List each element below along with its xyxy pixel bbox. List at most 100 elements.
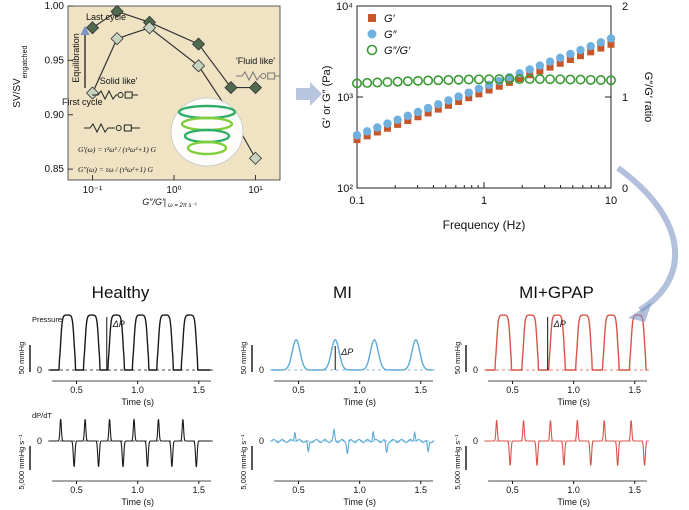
panel-mi-hemodynamics: MI 0 0 50 mmHg 5,000 mmHg s⁻¹ 0.5 1.0 1.5 Time (…	[239, 283, 435, 507]
legend-marker-g-double-prime	[367, 29, 377, 39]
node-icon	[117, 92, 124, 98]
data-point-g-double-prime	[434, 100, 443, 109]
data-point-ratio	[423, 75, 434, 86]
spring-dashpot-icon-fluid	[236, 70, 280, 82]
data-point-ratio	[402, 76, 413, 87]
blue-curved-arrow-icon	[616, 165, 679, 313]
dpdt-time-axis-label: Time (s)	[121, 497, 154, 507]
data-point-g-prime	[414, 113, 422, 121]
x-tick-label: 1	[481, 195, 487, 207]
panel-healthy-hemodynamics: Healthy 0 0 50 mmHg 5,000 mmHg s⁻¹ 0.5 1.0 1.5 T…	[17, 283, 213, 507]
x-tick-label: 10⁰	[166, 185, 181, 196]
data-point-g-double-prime	[535, 61, 545, 70]
data-point-ratio	[372, 77, 383, 88]
dpdt-time-tick-label: 1.5	[629, 485, 642, 495]
data-point-dark-diamond	[224, 80, 238, 95]
spring-dashpot-icon-model	[84, 122, 140, 134]
pressure-time-tick-label: 1.0	[567, 385, 580, 395]
data-point-g-prime	[536, 67, 544, 75]
spring-dashpot-icon-solid	[92, 89, 138, 101]
dpdt-zero-label: 0	[37, 436, 42, 446]
dpdt-scale-label: 5,000 mmHg s⁻¹	[17, 434, 26, 490]
data-point-g-prime	[363, 132, 371, 140]
data-point-g-prime	[394, 120, 402, 128]
y-tick-label-right: 2	[622, 1, 628, 13]
data-point-g-double-prime	[373, 123, 382, 132]
data-point-g-prime	[485, 86, 493, 94]
hydrogel-band	[186, 140, 228, 156]
data-point-light-diamond	[248, 151, 263, 165]
delta-p-label: ΔP	[112, 319, 125, 329]
y-tick-label: 0.85	[45, 164, 65, 175]
dpdt-time-tick-label: 1.0	[131, 485, 144, 495]
x-tick-label: 10	[605, 195, 617, 207]
dpdt-time-tick-label: 0.5	[506, 485, 519, 495]
dpdt-zero-label: 0	[259, 436, 264, 446]
annotation-last-cycle: Last cycle	[86, 12, 126, 22]
dpdt-time-tick-label: 1.0	[353, 485, 366, 495]
pressure-zero-label: 0	[259, 365, 264, 375]
data-point-ratio	[504, 74, 515, 85]
data-point-g-double-prime	[423, 103, 433, 113]
x-tick-label: 10⁻¹	[83, 185, 103, 196]
dpdt-scale-label: 5,000 mmHg s⁻¹	[453, 434, 462, 490]
pressure-label: Pressure	[32, 315, 62, 324]
data-point-ratio	[555, 74, 566, 85]
data-point-g-double-prime	[606, 34, 616, 43]
heart-hydrogel-illustration-icon	[170, 97, 244, 167]
x-axis-label-subscript: ω = 2π s⁻¹	[168, 203, 197, 209]
data-point-ratio	[392, 76, 403, 87]
dpdt-trace	[485, 420, 648, 466]
annotation-first-cycle: First cycle	[62, 97, 103, 107]
data-point-dark-diamond	[110, 4, 124, 19]
data-point-ratio	[351, 78, 362, 89]
dpdt-trace	[271, 427, 434, 455]
delta-p-label: ΔP	[553, 319, 566, 329]
data-point-g-prime	[546, 63, 554, 71]
data-point-g-prime	[383, 124, 391, 132]
dpdt-time-tick-label: 0.5	[292, 485, 305, 495]
data-point-ratio	[494, 74, 505, 85]
connector-arrows	[296, 82, 679, 322]
pressure-time-tick-label: 1.0	[131, 385, 144, 395]
data-point-ratio	[362, 77, 373, 88]
legend-label: G″	[384, 29, 398, 41]
y-axis-label-right: G″/G′ ratio	[642, 72, 654, 123]
pressure-time-tick-label: 0.5	[70, 385, 83, 395]
blue-right-arrow-icon	[296, 82, 322, 106]
annotation-equilibration: Equilibration	[71, 33, 81, 83]
node-icon	[115, 125, 122, 131]
y-tick-label-left: 10⁴	[336, 1, 353, 13]
data-point-g-double-prime	[403, 111, 412, 121]
y-tick-label-left: 10³	[337, 92, 353, 104]
pressure-time-axis-label: Time (s)	[557, 397, 590, 407]
data-point-ratio	[484, 74, 495, 85]
pressure-time-tick-label: 1.5	[193, 385, 206, 395]
data-point-g-double-prime	[362, 127, 372, 136]
panel-title: MI	[333, 283, 352, 302]
data-point-g-prime	[516, 75, 524, 83]
y-tick-label-left: 10²	[337, 183, 353, 195]
pressure-scale-label: 50 mmHg	[453, 342, 462, 375]
data-point-g-prime	[475, 90, 483, 98]
data-point-g-prime	[577, 52, 585, 60]
data-point-ratio	[545, 74, 556, 85]
dpdt-zero-label: 0	[473, 436, 478, 446]
y-axis-label-left: G′ or G″ (Pa)	[321, 66, 333, 129]
data-point-g-prime	[434, 105, 442, 113]
data-point-g-prime	[455, 97, 463, 105]
data-point-g-prime	[607, 40, 615, 48]
pressure-trace	[271, 338, 433, 371]
dpdt-time-tick-label: 0.5	[70, 485, 83, 495]
data-point-g-double-prime	[352, 131, 362, 140]
pressure-time-tick-label: 1.0	[353, 385, 366, 395]
y-axis-label: SV/SV	[12, 78, 23, 108]
data-point-g-prime	[505, 78, 513, 86]
panel-a-viscoelastic-sv: 10⁻¹ 10⁰ 10¹ 0.85 0.90 0.95 1.00 SV/SVengatched…	[12, 1, 281, 209]
x-axis-label: Frequency (Hz)	[443, 218, 526, 232]
data-point-ratio	[534, 74, 545, 85]
data-point-ratio	[585, 74, 596, 85]
dpdt-time-tick-label: 1.5	[415, 485, 428, 495]
dpdt-label: dP/dT	[32, 411, 52, 420]
